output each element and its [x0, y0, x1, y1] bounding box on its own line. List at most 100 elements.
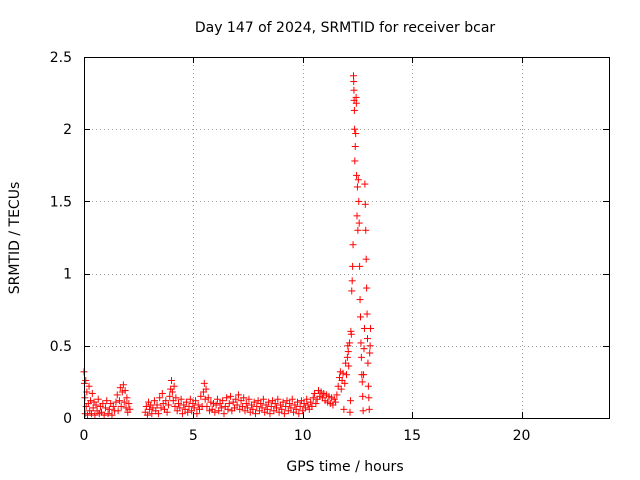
data-point	[245, 395, 253, 403]
data-point	[197, 392, 205, 400]
data-point	[274, 395, 282, 403]
data-point	[312, 400, 320, 408]
data-point	[350, 78, 358, 86]
data-point	[362, 226, 370, 234]
data-point	[282, 402, 290, 410]
y-tick-label: 1.5	[50, 194, 72, 210]
data-point	[351, 143, 359, 151]
data-point	[348, 277, 356, 285]
data-point	[359, 407, 367, 415]
data-point	[361, 200, 369, 208]
data-point	[364, 359, 372, 367]
data-point	[355, 219, 363, 227]
data-point	[356, 296, 364, 304]
data-point	[249, 405, 257, 413]
data-point	[309, 394, 317, 402]
data-point	[353, 171, 361, 179]
data-point	[108, 411, 116, 419]
data-point	[194, 401, 202, 409]
data-point	[113, 391, 121, 399]
data-point	[330, 395, 338, 403]
data-points	[80, 72, 375, 419]
data-point	[114, 407, 122, 415]
data-point	[263, 405, 271, 413]
data-point	[162, 397, 170, 405]
data-point	[202, 385, 210, 393]
data-point	[267, 402, 275, 410]
data-point	[360, 324, 368, 332]
x-axis-label: GPS time / hours	[286, 459, 403, 475]
data-point	[143, 411, 151, 419]
data-point	[273, 404, 280, 412]
data-point	[167, 385, 175, 393]
data-point	[105, 405, 113, 413]
axis-ticks: 0 5 10 15 20 0 0.5 1 1.5 2 2.5	[50, 50, 609, 444]
y-tick-label: 2.5	[50, 50, 72, 66]
data-point	[103, 397, 111, 405]
data-point	[104, 410, 112, 418]
data-point	[227, 392, 235, 400]
data-point	[266, 410, 274, 418]
grid	[84, 57, 609, 418]
data-point	[119, 381, 127, 389]
data-point	[182, 398, 190, 406]
data-point	[203, 402, 211, 410]
data-point	[362, 255, 370, 263]
data-point	[354, 176, 362, 184]
data-point	[253, 402, 261, 410]
data-point	[344, 348, 352, 356]
data-point	[120, 398, 128, 406]
data-point	[223, 394, 231, 402]
x-tick-label: 10	[294, 428, 312, 444]
data-point	[345, 362, 353, 370]
data-point	[192, 397, 200, 405]
data-point	[343, 353, 351, 361]
data-point	[279, 398, 287, 406]
data-point	[357, 313, 364, 321]
data-point	[185, 402, 193, 410]
data-point	[99, 400, 107, 408]
y-axis-label: SRMTID / TECUs	[7, 182, 23, 295]
data-point	[233, 401, 241, 409]
data-point	[356, 262, 364, 270]
data-point	[357, 339, 365, 347]
data-point	[346, 408, 354, 416]
data-point	[258, 404, 266, 412]
data-point	[357, 353, 365, 361]
data-point	[348, 287, 356, 295]
data-point	[355, 197, 363, 205]
data-point	[287, 404, 295, 412]
x-tick-label: 20	[513, 428, 531, 444]
data-point	[100, 411, 108, 419]
x-tick-label: 0	[80, 428, 89, 444]
data-point	[350, 86, 358, 94]
data-point	[353, 212, 361, 220]
data-point	[177, 395, 185, 403]
data-point	[365, 394, 373, 402]
data-point	[170, 382, 178, 390]
data-point	[232, 395, 240, 403]
data-point	[238, 402, 246, 410]
y-tick-label: 2	[63, 122, 72, 138]
x-tick-label: 5	[189, 428, 198, 444]
data-point	[112, 398, 120, 406]
data-point	[166, 392, 174, 400]
data-point	[349, 241, 357, 249]
data-point	[94, 395, 102, 403]
data-point	[295, 410, 303, 418]
data-point	[303, 395, 311, 403]
data-point	[350, 106, 358, 114]
data-point	[122, 404, 130, 412]
data-point	[342, 359, 350, 367]
data-point	[234, 391, 242, 399]
data-point	[186, 395, 194, 403]
data-point	[361, 180, 369, 188]
data-point	[200, 379, 208, 387]
data-point	[178, 410, 186, 418]
data-point	[168, 376, 175, 384]
data-point	[123, 394, 131, 402]
data-point	[337, 385, 345, 393]
data-point	[257, 400, 265, 408]
data-point	[265, 398, 273, 406]
data-point	[172, 394, 180, 402]
